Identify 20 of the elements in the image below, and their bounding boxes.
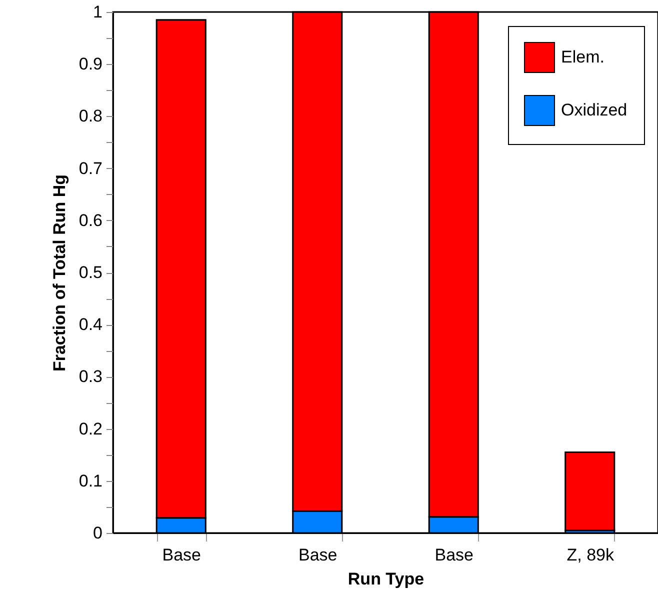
y-axis-title: Fraction of Total Run Hg	[50, 174, 69, 372]
y-tick-label: 0.2	[78, 419, 102, 438]
y-tick-label: 0.6	[78, 210, 102, 230]
y-tick-label: 0.7	[78, 158, 102, 178]
y-tick-label: 0.5	[78, 263, 102, 282]
x-axis-title: Run Type	[348, 570, 424, 588]
x-tick-label: Base	[434, 546, 474, 564]
y-tick-label: 0.4	[78, 315, 102, 334]
x-tick-label: Z, 89k	[566, 546, 614, 564]
y-tick-label: 0.3	[78, 367, 102, 386]
y-tick-label: 0	[93, 524, 102, 542]
x-tick-label: Base	[162, 546, 201, 564]
y-tick-label: 0.9	[78, 54, 102, 74]
x-tick-label: Base	[298, 546, 338, 564]
y-tick-label: 1	[93, 2, 102, 22]
y-tick-label: 0.1	[78, 471, 102, 490]
legend-label: Elem.	[561, 48, 604, 66]
y-tick-label: 0.8	[78, 106, 102, 126]
legend-label: Oxidized	[561, 100, 628, 120]
bar	[564, 451, 616, 532]
